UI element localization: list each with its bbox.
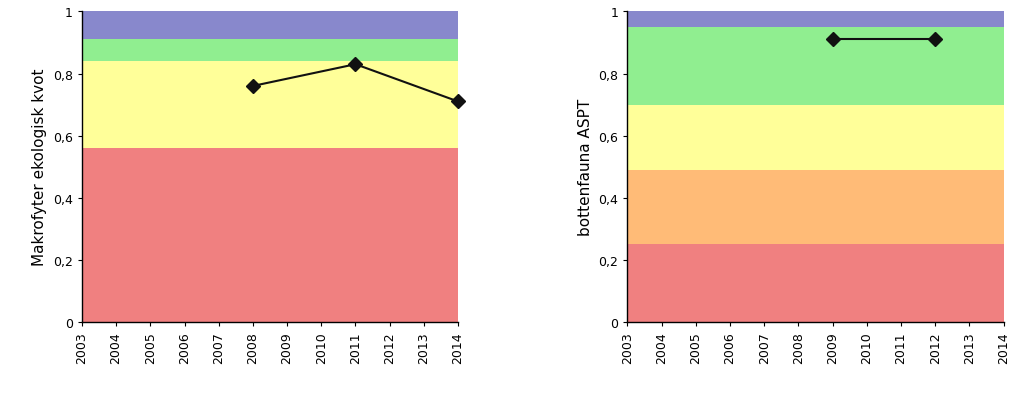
Bar	[628, 171, 1004, 244]
Y-axis label: bottenfauna ASPT: bottenfauna ASPT	[578, 99, 593, 236]
Bar	[628, 244, 1004, 322]
Y-axis label: Makrofyter ekologisk kvot: Makrofyter ekologisk kvot	[33, 69, 47, 266]
Bar	[82, 12, 458, 40]
Bar	[82, 62, 458, 149]
Bar	[628, 105, 1004, 170]
Bar	[628, 12, 1004, 28]
Bar	[82, 40, 458, 62]
Bar	[82, 149, 458, 322]
Bar	[628, 28, 1004, 105]
